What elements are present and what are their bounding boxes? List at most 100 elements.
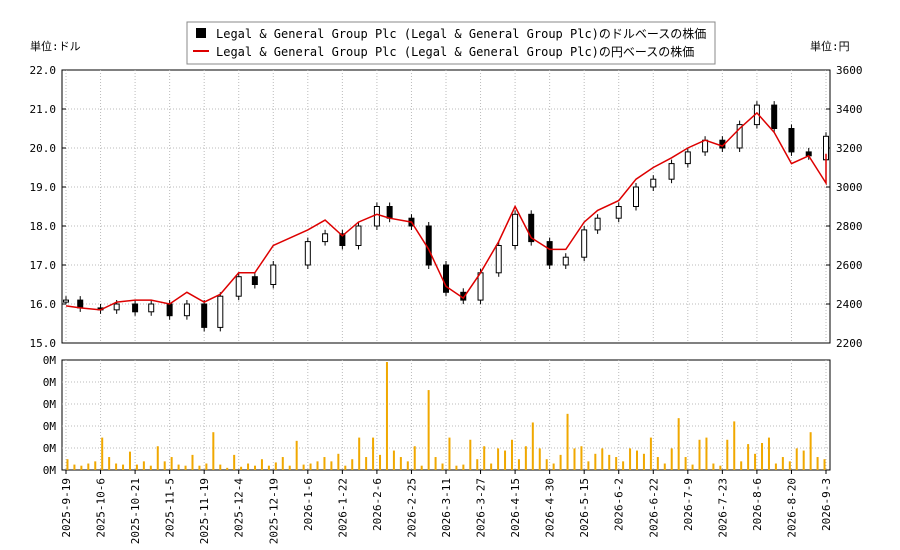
volume-bar [156,446,159,470]
x-tick-label: 2026-3-11 [440,478,453,538]
volume-tick-label: 0M [43,464,57,477]
volume-bar [455,465,458,470]
volume-bar [531,422,534,470]
volume-bar [462,464,465,470]
volume-bar [816,457,819,470]
legend-jpy-label: Legal & General Group Plc (Legal & Gener… [216,44,694,59]
usd-candle [684,151,691,165]
volume-bar [80,465,83,470]
usd-candle [339,233,346,247]
volume-bar [566,413,569,470]
volume-bar [504,450,507,470]
volume-bar [94,461,97,470]
right-tick-label: 2600 [836,259,863,272]
usd-candle [495,245,502,274]
price-grid [62,70,830,343]
x-tick-label: 2026-3-27 [475,478,488,538]
volume-bar [163,461,166,470]
volume-bar [601,448,604,470]
volume-bar [399,457,402,470]
usd-candle [235,276,242,297]
volume-bars [66,362,826,470]
usd-candle [546,241,553,266]
usd-candles [63,101,829,332]
x-tick-label: 2025-11-5 [164,478,177,538]
volume-bar [684,457,687,470]
usd-candle [373,206,380,227]
jpy-price-line [65,111,827,311]
volume-bar [747,444,750,470]
volume-bar [510,439,513,470]
volume-bar [205,463,208,470]
volume-bar [358,437,361,470]
volume-bar [281,457,284,470]
right-axis-unit: 単位:円 [810,39,850,53]
volume-bar [115,463,118,470]
usd-candle [201,303,208,328]
volume-bar [636,450,638,470]
volume-bar [73,464,76,470]
volume-bar [663,463,666,470]
usd-candle [77,299,84,309]
volume-bar [212,432,215,470]
left-tick-label: 17.0 [30,259,57,272]
volume-bar [719,465,722,470]
x-tick-label: 2026-7-9 [682,478,695,531]
volume-bar [420,465,423,470]
legend-usd-label: Legal & General Group Plc (Legal & Gener… [216,26,706,41]
volume-bar [406,461,409,470]
usd-candle [528,213,535,243]
x-tick-label: 2026-2-6 [371,478,384,531]
volume-bar [385,362,388,470]
volume-bar [483,446,486,470]
x-tick-label: 2026-7-23 [716,478,729,538]
usd-candle [633,186,639,207]
volume-bar [545,459,548,470]
volume-bar [705,437,708,470]
volume-bar [615,457,618,470]
usd-candle [270,264,277,285]
usd-candle [304,241,311,266]
volume-bar [795,448,798,470]
volume-bar [608,454,611,470]
volume-bar [552,463,555,470]
x-tick-label: 2025-12-19 [267,478,280,544]
right-tick-label: 2800 [836,220,863,233]
volume-bar [448,437,451,470]
usd-candle [148,303,155,313]
volume-bar [247,463,250,470]
volume-bar [101,437,104,470]
volume-bar [559,454,562,470]
x-tick-label: 2025-10-21 [129,478,142,544]
volume-bar [774,463,777,470]
volume-bar [809,432,812,470]
volume-bar [351,459,354,470]
right-tick-label: 3000 [836,181,863,194]
left-axis-unit: 単位:ドル [30,39,81,53]
volume-bar [733,421,736,470]
usd-candle [615,206,622,219]
volume-bar [740,461,743,470]
volume-bar [302,464,305,470]
usd-candle [113,303,120,311]
x-tick-label: 2025-11-19 [198,478,211,544]
usd-candle [477,272,484,301]
left-tick-label: 22.0 [30,64,57,77]
volume-bar [170,457,173,470]
volume-bar [191,454,194,470]
volume-bar [594,453,597,470]
volume-bar [788,461,791,470]
right-tick-label: 3200 [836,142,863,155]
usd-candle [355,225,362,246]
volume-bar [288,465,291,470]
volume-bar [142,461,145,470]
volume-bar [372,437,375,470]
volume-bar [670,448,673,470]
volume-bar [712,463,715,470]
x-tick-label: 2026-6-22 [647,478,660,538]
volume-bar [517,459,520,470]
volume-bar [691,464,694,470]
volume-tick-label: 0M [43,376,57,389]
volume-bar [323,457,326,470]
